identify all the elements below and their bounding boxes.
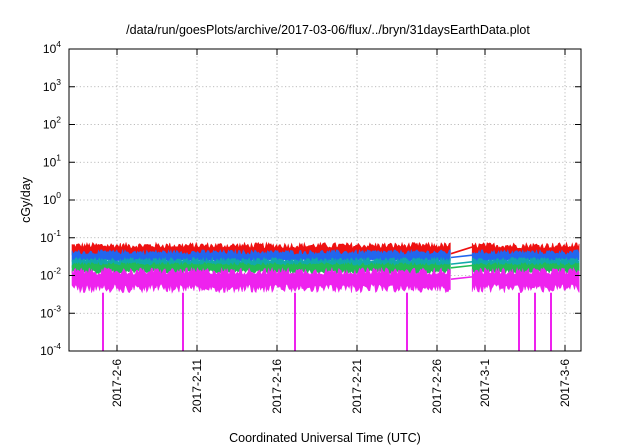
y-axis-label: cGy/day bbox=[19, 176, 33, 223]
x-tick-label: 2017-3-6 bbox=[558, 359, 572, 407]
y-tick-label: 10-1 bbox=[40, 228, 61, 245]
series-4 bbox=[71, 261, 580, 275]
y-tick-label: 10-3 bbox=[40, 303, 61, 320]
x-tick-label: 2017-2-16 bbox=[270, 359, 284, 414]
gap-connector bbox=[450, 254, 473, 259]
y-tick-label: 101 bbox=[43, 152, 61, 169]
y-tick-label: 102 bbox=[43, 115, 61, 132]
x-tick-label: 2017-2-21 bbox=[350, 359, 364, 414]
series-5 bbox=[71, 266, 580, 294]
y-tick-label: 10-2 bbox=[40, 266, 61, 283]
x-tick-label: 2017-2-11 bbox=[190, 359, 204, 413]
y-tick-label: 10-4 bbox=[40, 341, 61, 358]
series-band bbox=[71, 266, 451, 294]
plot-area bbox=[71, 241, 580, 351]
x-tick-label: 2017-2-26 bbox=[430, 359, 444, 414]
axis-ticks bbox=[69, 48, 581, 352]
chart-title: /data/run/goesPlots/archive/2017-03-06/f… bbox=[126, 23, 530, 37]
x-tick-label: 2017-3-1 bbox=[478, 359, 492, 407]
y-tick-label: 103 bbox=[43, 77, 61, 94]
gap-connector bbox=[450, 261, 473, 265]
x-axis: 2017-2-6 2017-2-11 2017-2-16 2017-2-21 2017-… bbox=[110, 359, 572, 414]
y-tick-label: 104 bbox=[43, 39, 61, 56]
gap-connector bbox=[450, 276, 473, 280]
y-tick-label: 100 bbox=[43, 190, 61, 207]
x-tick-label: 2017-2-6 bbox=[110, 359, 124, 407]
gap-connector bbox=[450, 264, 473, 269]
series-band bbox=[471, 267, 580, 294]
y-axis: 10-4 10-3 10-2 10-1 100 101 102 103 104 bbox=[40, 39, 61, 358]
x-axis-label: Coordinated Universal Time (UTC) bbox=[229, 431, 421, 445]
gap-connector bbox=[450, 246, 473, 255]
grid bbox=[69, 49, 581, 351]
